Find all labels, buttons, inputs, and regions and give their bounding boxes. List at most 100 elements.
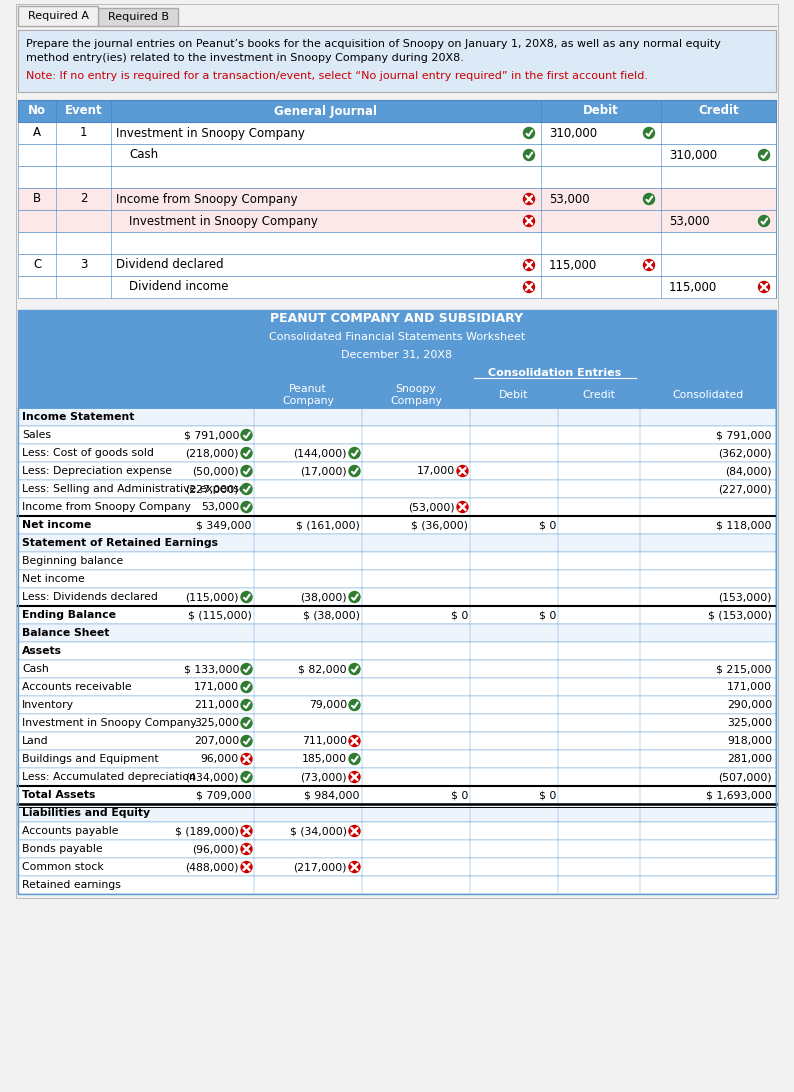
Bar bbox=[18, 840, 776, 858]
Text: $ (115,000): $ (115,000) bbox=[188, 610, 252, 620]
Circle shape bbox=[349, 826, 360, 836]
Text: 17,000: 17,000 bbox=[417, 466, 455, 476]
Bar bbox=[18, 310, 776, 328]
Bar bbox=[18, 624, 776, 642]
Bar bbox=[18, 346, 776, 364]
Text: (38,000): (38,000) bbox=[300, 592, 347, 602]
Text: $ 791,000: $ 791,000 bbox=[183, 430, 239, 440]
Bar bbox=[16, 4, 778, 898]
Text: Statement of Retained Earnings: Statement of Retained Earnings bbox=[22, 538, 218, 548]
Bar bbox=[18, 462, 776, 480]
Bar bbox=[18, 517, 776, 534]
Text: (144,000): (144,000) bbox=[294, 448, 347, 458]
Text: Land: Land bbox=[22, 736, 48, 746]
Bar bbox=[18, 480, 776, 498]
Bar bbox=[18, 570, 776, 587]
Bar bbox=[18, 29, 776, 92]
Text: 281,000: 281,000 bbox=[727, 753, 772, 764]
Text: Accounts payable: Accounts payable bbox=[22, 826, 118, 836]
Bar bbox=[18, 534, 776, 551]
Text: Less: Depreciation expense: Less: Depreciation expense bbox=[22, 466, 172, 476]
Text: December 31, 20X8: December 31, 20X8 bbox=[341, 351, 453, 360]
Text: 310,000: 310,000 bbox=[549, 127, 597, 140]
Bar bbox=[18, 587, 776, 606]
Circle shape bbox=[349, 592, 360, 603]
Circle shape bbox=[523, 215, 534, 226]
Text: Event: Event bbox=[64, 105, 102, 118]
Circle shape bbox=[241, 753, 252, 764]
Text: $ 709,000: $ 709,000 bbox=[196, 790, 252, 800]
Circle shape bbox=[241, 664, 252, 675]
Text: Investment in Snoopy Company: Investment in Snoopy Company bbox=[22, 719, 197, 728]
Bar bbox=[18, 144, 776, 166]
Text: 211,000: 211,000 bbox=[194, 700, 239, 710]
Text: $ 82,000: $ 82,000 bbox=[299, 664, 347, 674]
Text: (53,000): (53,000) bbox=[408, 502, 455, 512]
Text: Less: Cost of goods sold: Less: Cost of goods sold bbox=[22, 448, 154, 458]
Bar bbox=[18, 498, 776, 517]
Text: 207,000: 207,000 bbox=[194, 736, 239, 746]
Circle shape bbox=[241, 448, 252, 459]
Text: Consolidated: Consolidated bbox=[673, 390, 744, 400]
Text: $ 0: $ 0 bbox=[451, 790, 468, 800]
Bar bbox=[18, 804, 776, 822]
Text: Required B: Required B bbox=[107, 12, 168, 22]
Text: method entry(ies) related to the investment in Snoopy Company during 20X8.: method entry(ies) related to the investm… bbox=[26, 54, 464, 63]
Bar bbox=[18, 100, 776, 122]
Circle shape bbox=[349, 664, 360, 675]
Text: Income Statement: Income Statement bbox=[22, 412, 134, 422]
Text: $ 791,000: $ 791,000 bbox=[716, 430, 772, 440]
Text: $ (38,000): $ (38,000) bbox=[303, 610, 360, 620]
Bar bbox=[18, 232, 776, 254]
Text: $ 0: $ 0 bbox=[538, 790, 556, 800]
Text: (227,000): (227,000) bbox=[719, 484, 772, 494]
Bar bbox=[18, 876, 776, 894]
Text: 96,000: 96,000 bbox=[201, 753, 239, 764]
Text: Dividend income: Dividend income bbox=[129, 281, 229, 294]
Text: 171,000: 171,000 bbox=[194, 682, 239, 692]
Circle shape bbox=[241, 501, 252, 512]
Text: Inventory: Inventory bbox=[22, 700, 74, 710]
Text: (362,000): (362,000) bbox=[719, 448, 772, 458]
Text: 171,000: 171,000 bbox=[727, 682, 772, 692]
Text: (218,000): (218,000) bbox=[186, 448, 239, 458]
Circle shape bbox=[758, 215, 769, 226]
Bar bbox=[98, 8, 178, 26]
Bar bbox=[18, 696, 776, 714]
Text: 325,000: 325,000 bbox=[727, 719, 772, 728]
Circle shape bbox=[349, 862, 360, 873]
Text: Less: Accumulated depreciation: Less: Accumulated depreciation bbox=[22, 772, 196, 782]
Text: $ 0: $ 0 bbox=[538, 520, 556, 530]
Circle shape bbox=[758, 150, 769, 161]
Circle shape bbox=[349, 772, 360, 783]
Text: $ (153,000): $ (153,000) bbox=[708, 610, 772, 620]
Text: 290,000: 290,000 bbox=[727, 700, 772, 710]
Text: Cash: Cash bbox=[22, 664, 48, 674]
Text: General Journal: General Journal bbox=[275, 105, 377, 118]
Circle shape bbox=[643, 260, 654, 271]
Text: Less: Dividends declared: Less: Dividends declared bbox=[22, 592, 158, 602]
Bar bbox=[18, 732, 776, 750]
Circle shape bbox=[457, 501, 468, 512]
Text: Dividend declared: Dividend declared bbox=[116, 259, 224, 272]
Bar bbox=[18, 188, 776, 210]
Text: Prepare the journal entries on Peanut’s books for the acquisition of Snoopy on J: Prepare the journal entries on Peanut’s … bbox=[26, 39, 721, 49]
Bar bbox=[18, 122, 776, 144]
Text: Note: If no entry is required for a transaction/event, select “No journal entry : Note: If no entry is required for a tran… bbox=[26, 71, 648, 81]
Circle shape bbox=[523, 193, 534, 204]
Text: PEANUT COMPANY AND SUBSIDIARY: PEANUT COMPANY AND SUBSIDIARY bbox=[271, 312, 523, 325]
Bar bbox=[18, 254, 776, 276]
Text: Debit: Debit bbox=[583, 105, 619, 118]
Bar bbox=[18, 310, 776, 894]
Circle shape bbox=[241, 484, 252, 495]
Text: 79,000: 79,000 bbox=[309, 700, 347, 710]
Bar bbox=[18, 858, 776, 876]
Bar bbox=[18, 5, 98, 26]
Circle shape bbox=[241, 465, 252, 476]
Circle shape bbox=[241, 681, 252, 692]
Text: $ 1,693,000: $ 1,693,000 bbox=[706, 790, 772, 800]
Text: Beginning balance: Beginning balance bbox=[22, 556, 123, 566]
Bar bbox=[18, 408, 776, 426]
Circle shape bbox=[457, 465, 468, 476]
Text: Sales: Sales bbox=[22, 430, 51, 440]
